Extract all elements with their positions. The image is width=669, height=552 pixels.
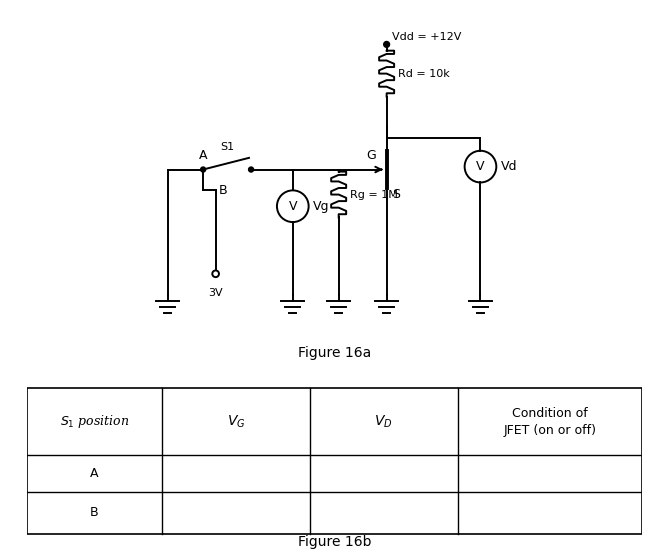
Text: Vdd = +12V: Vdd = +12V: [391, 33, 461, 43]
Circle shape: [384, 41, 389, 47]
Text: B: B: [219, 184, 227, 197]
Circle shape: [201, 167, 205, 172]
Text: 3V: 3V: [208, 288, 223, 299]
Text: S1: S1: [220, 142, 234, 152]
Text: A: A: [199, 149, 207, 162]
Text: Figure 16b: Figure 16b: [298, 535, 371, 549]
Text: Condition of
JFET (on or off): Condition of JFET (on or off): [503, 406, 597, 437]
Text: Rg = 1M: Rg = 1M: [351, 189, 398, 200]
Text: Vg: Vg: [313, 200, 329, 213]
Text: Vd: Vd: [500, 160, 517, 173]
Text: S: S: [391, 188, 399, 201]
Circle shape: [249, 167, 254, 172]
Text: A: A: [90, 467, 99, 480]
Text: Rd = 10k: Rd = 10k: [398, 68, 450, 78]
Text: Figure 16a: Figure 16a: [298, 346, 371, 360]
Text: G: G: [367, 149, 376, 162]
Text: B: B: [90, 506, 99, 519]
Text: $V_G$: $V_G$: [227, 413, 246, 429]
Text: V: V: [476, 160, 485, 173]
Text: $V_D$: $V_D$: [375, 413, 393, 429]
Text: $S_1$ position: $S_1$ position: [60, 413, 129, 430]
Text: V: V: [288, 200, 297, 213]
